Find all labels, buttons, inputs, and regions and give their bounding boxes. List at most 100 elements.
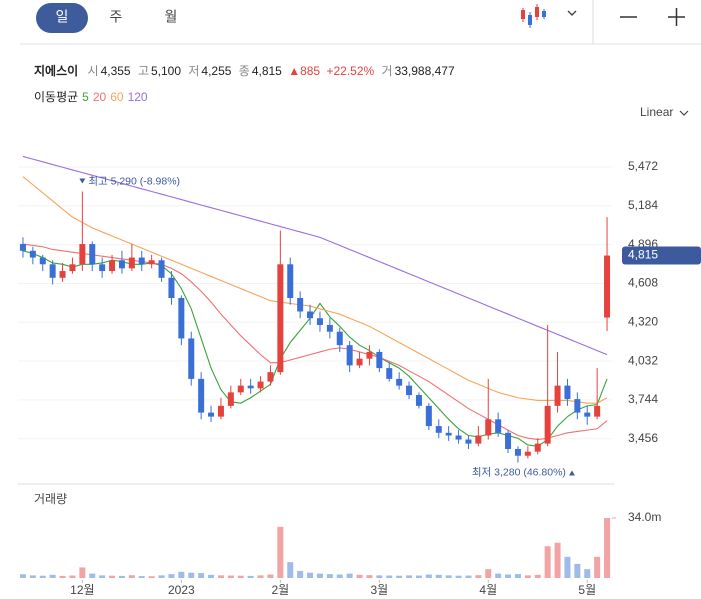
candle-body bbox=[188, 338, 195, 379]
quote-value: 33,988,477 bbox=[395, 64, 455, 78]
x-tick-label: 4월 bbox=[479, 583, 497, 597]
candle-body bbox=[544, 405, 551, 444]
candle-body bbox=[534, 443, 541, 452]
volume-bar bbox=[554, 542, 561, 578]
candle-body bbox=[396, 378, 403, 386]
chart-type-icon[interactable] bbox=[521, 4, 546, 28]
candle-body bbox=[574, 399, 581, 413]
zoom-in[interactable] bbox=[668, 8, 685, 26]
y-tick-label: 4,608 bbox=[628, 276, 658, 290]
change-pct: +22.52% bbox=[326, 64, 374, 78]
y-tick-label: 4,320 bbox=[628, 314, 658, 328]
candle-body bbox=[406, 385, 413, 396]
ma-legend: 이동평균 5 20 60 120 bbox=[34, 90, 148, 104]
candle-body bbox=[594, 405, 601, 417]
volume-bar bbox=[188, 572, 195, 578]
dropdown-chevron[interactable] bbox=[567, 10, 577, 16]
scale-mode[interactable]: Linear bbox=[640, 105, 673, 119]
volume-bar bbox=[505, 574, 512, 578]
volume-bar bbox=[465, 575, 472, 578]
volume-bar bbox=[534, 574, 541, 578]
volume-bar bbox=[217, 575, 224, 578]
volume-bar bbox=[376, 575, 383, 578]
candle-body bbox=[435, 426, 442, 433]
volume-bar bbox=[69, 575, 76, 578]
candle-body bbox=[307, 311, 314, 319]
volume-bar bbox=[445, 575, 452, 578]
volume-bar bbox=[524, 575, 531, 578]
candle-body bbox=[109, 260, 116, 272]
candle-body bbox=[257, 381, 264, 389]
candle-body bbox=[59, 271, 66, 278]
candle-body bbox=[346, 345, 353, 366]
volume-bar bbox=[277, 526, 284, 578]
current-price-label: 4,815 bbox=[628, 248, 658, 262]
y-tick-label: 5,472 bbox=[628, 159, 658, 173]
y-tick-label: 34.0m bbox=[628, 510, 661, 524]
volume-bar bbox=[59, 575, 66, 578]
volume-bar bbox=[297, 570, 304, 578]
volume-bar bbox=[425, 574, 432, 578]
volume-bar bbox=[99, 575, 106, 578]
candle-body bbox=[376, 351, 383, 369]
quote-value: 4,355 bbox=[101, 64, 131, 78]
volume-bar bbox=[514, 574, 521, 578]
y-tick-label: 3,456 bbox=[628, 431, 658, 445]
candle-body bbox=[277, 264, 284, 373]
candle-body bbox=[99, 264, 106, 272]
quote-line: 지에스이 시 4,355 고 5,100 저 4,255 종 4,815 ▲885 +2… bbox=[34, 63, 455, 78]
x-tick-label: 12월 bbox=[70, 583, 94, 597]
ma-label: 이동평균 bbox=[34, 90, 78, 104]
volume-bar bbox=[178, 571, 185, 578]
volume-bar bbox=[406, 575, 413, 578]
candle-body bbox=[524, 451, 531, 456]
annotation-arrow bbox=[79, 178, 86, 184]
candle-body bbox=[326, 324, 333, 332]
ma-line bbox=[22, 243, 608, 441]
ma-line bbox=[22, 176, 608, 404]
scale-chevron[interactable] bbox=[679, 110, 689, 116]
volume-bar bbox=[485, 569, 492, 578]
ma-line bbox=[22, 155, 608, 356]
volume-bar bbox=[257, 575, 264, 578]
tab[interactable]: 월 bbox=[165, 9, 178, 25]
candle-body bbox=[267, 372, 274, 382]
volume-bar bbox=[138, 576, 145, 578]
volume-bar bbox=[287, 562, 294, 578]
volume-bar bbox=[386, 575, 393, 578]
candle-body bbox=[247, 385, 254, 389]
candle-body bbox=[514, 448, 521, 456]
volume-bar bbox=[39, 575, 46, 578]
candle-body bbox=[584, 412, 591, 417]
candle-body bbox=[227, 392, 234, 406]
tab-active-bg[interactable] bbox=[36, 3, 88, 33]
volume-bar bbox=[346, 573, 353, 578]
tab[interactable]: 주 bbox=[110, 9, 123, 25]
volume-bar bbox=[158, 575, 165, 578]
volume-bar bbox=[584, 569, 591, 578]
volume-bar bbox=[415, 575, 422, 578]
stock-name: 지에스이 bbox=[34, 63, 78, 78]
candle-body bbox=[465, 439, 472, 444]
candle-body bbox=[386, 368, 393, 379]
volume-bar bbox=[316, 573, 323, 578]
volume-bar bbox=[574, 563, 581, 578]
candle-body bbox=[495, 419, 502, 433]
candle-body bbox=[158, 260, 165, 278]
candle-body bbox=[128, 257, 135, 269]
ma-legend-entry: 120 bbox=[128, 90, 148, 104]
x-tick-label: 5월 bbox=[578, 583, 596, 597]
volume-bar bbox=[19, 574, 26, 578]
candle-body bbox=[19, 244, 26, 251]
tab[interactable]: 일 bbox=[56, 9, 69, 25]
candle-body bbox=[69, 264, 76, 272]
volume-bar bbox=[396, 575, 403, 578]
volume-bar bbox=[198, 573, 205, 578]
ma-legend-entry: 5 bbox=[82, 90, 89, 104]
volume-bar bbox=[326, 574, 333, 578]
volume-bar bbox=[564, 556, 571, 578]
candle-body bbox=[168, 277, 175, 299]
quote-label: 저 bbox=[188, 64, 199, 78]
candle-body bbox=[564, 385, 571, 400]
